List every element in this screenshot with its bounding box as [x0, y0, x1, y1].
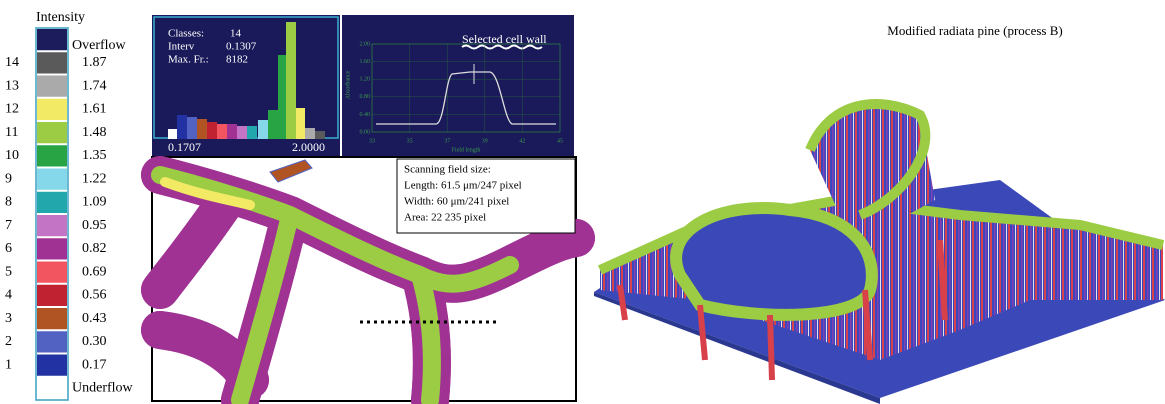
legend-swatch: [37, 99, 67, 120]
profile-x-tick: 35: [407, 138, 413, 144]
hist-max: 2.0000: [292, 140, 325, 154]
legend-value: 1.09: [82, 195, 107, 210]
legend-swatch: [37, 262, 67, 283]
legend-class: 5: [5, 264, 12, 279]
legend-swatch: [37, 378, 67, 399]
profile-y-tick: 2.00: [360, 41, 371, 47]
legend-label: Overflow: [72, 38, 127, 53]
classes-label: Classes:: [168, 28, 204, 40]
legend-class: 8: [5, 195, 12, 210]
max-value: 8182: [226, 54, 248, 66]
figure: Intensity Overflow141.87131.74121.61111.…: [0, 0, 1165, 404]
legend-class: 1: [5, 357, 12, 372]
profile-x-tick: 39: [482, 138, 488, 144]
legend-swatch: [37, 308, 67, 329]
legend-class: 9: [5, 171, 12, 186]
legend-swatch: [37, 169, 67, 190]
profile-title: Selected cell wall: [462, 32, 547, 46]
legend-value: 0.56: [82, 288, 107, 303]
profile-x-tick: 42: [519, 138, 525, 144]
legend-swatch: [37, 215, 67, 236]
page: Intensity Overflow141.87131.74121.61111.…: [0, 0, 1165, 404]
legend-swatch: [37, 331, 67, 352]
interval-value: 0.1307: [226, 41, 257, 53]
legend-swatch: [37, 145, 67, 166]
profile-x-tick: 33: [369, 138, 375, 144]
legend-value: 0.30: [82, 334, 107, 349]
legend-value: 0.82: [82, 241, 107, 256]
legend-class: 6: [5, 241, 12, 256]
scan-info-line: Length: 61.5 μm/247 pixel: [404, 180, 522, 192]
legend-swatch: [37, 29, 67, 50]
scan-info-line: Area: 22 235 pixel: [404, 212, 486, 224]
profile-x-tick: 45: [557, 138, 563, 144]
legend-value: 0.69: [82, 264, 107, 279]
legend-swatch: [37, 76, 67, 97]
legend-class: 14: [5, 55, 19, 70]
legend-class: 11: [5, 125, 18, 140]
legend-value: 1.35: [82, 148, 107, 163]
legend-value: 1.22: [82, 171, 107, 186]
legend-swatch: [37, 192, 67, 213]
interval-label: Interv: [168, 41, 195, 53]
profile-x-label: Field length: [452, 147, 481, 153]
legend-swatch: [37, 238, 67, 259]
legend-class: 3: [5, 311, 12, 326]
legend-swatch: [37, 285, 67, 306]
legend-class: 12: [5, 102, 19, 117]
classes-value: 14: [230, 28, 242, 40]
legend-value: 1.74: [82, 78, 107, 93]
profile-y-tick: 0.80: [360, 94, 371, 100]
profile-y-tick: 1.60: [360, 59, 371, 65]
legend-value: 1.61: [82, 102, 107, 117]
profile-x-tick: 37: [444, 138, 450, 144]
legend-value: 0.43: [82, 311, 107, 326]
legend-swatch: [37, 122, 67, 143]
profile-y-tick: 0.00: [360, 129, 371, 135]
legend-value: 0.17: [82, 357, 107, 372]
legend-class: 4: [5, 288, 12, 303]
legend-value: 0.95: [82, 218, 107, 233]
legend-value: 1.48: [82, 125, 107, 140]
legend-class: 2: [5, 334, 12, 349]
hist-min: 0.1707: [168, 140, 201, 154]
legend-class: 13: [5, 78, 19, 93]
legend-swatch: [37, 355, 67, 376]
surface-title: Modified radiata pine (process B): [887, 23, 1062, 38]
profile-y-tick: 0.40: [360, 112, 371, 118]
max-label: Max. Fr.:: [168, 54, 209, 66]
legend-label: Underflow: [72, 381, 134, 396]
profile-y-label: Absorbance: [345, 70, 351, 99]
legend-class: 7: [5, 218, 12, 233]
surface-plot: [594, 104, 1165, 404]
legend-value: 1.87: [82, 55, 107, 70]
profile-y-tick: 1.20: [360, 77, 371, 83]
legend-title: Intensity: [36, 10, 85, 25]
scan-info-line: Width: 60 μm/241 pixel: [404, 196, 509, 208]
legend-class: 10: [5, 148, 19, 163]
legend-swatch: [37, 52, 67, 73]
scan-info-line: Scanning field size:: [404, 164, 491, 176]
